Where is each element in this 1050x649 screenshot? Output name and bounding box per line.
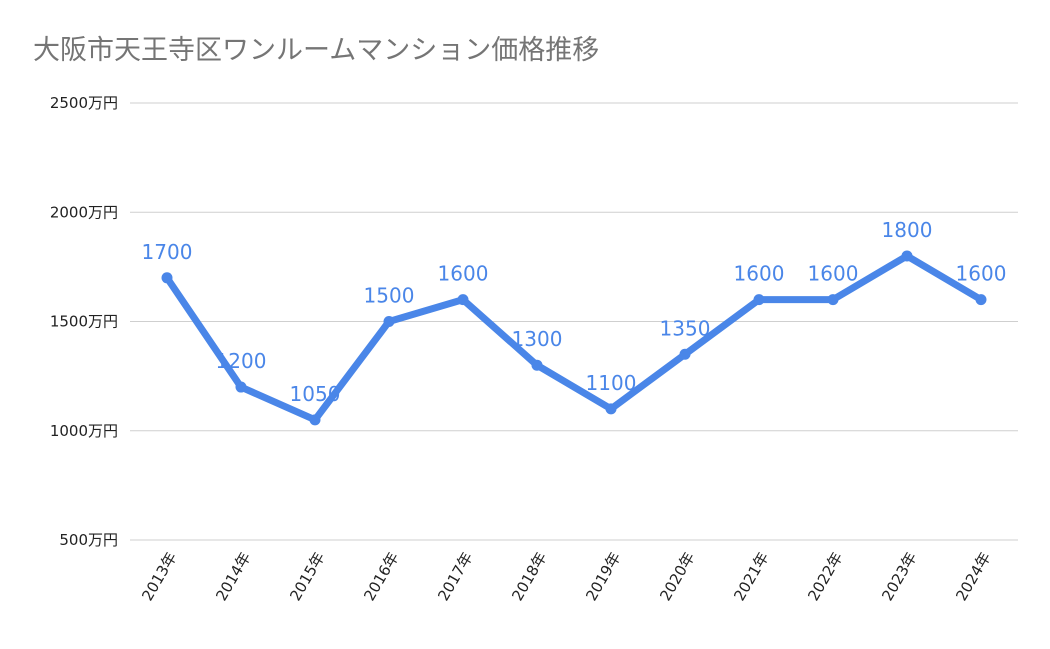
data-point xyxy=(901,250,913,262)
y-tick-label: 2000万円 xyxy=(50,203,118,221)
data-point xyxy=(753,294,765,306)
data-label: 1300 xyxy=(512,327,563,351)
x-tick-label: 2014年 xyxy=(212,549,254,604)
data-labels: 1700 1200 1050 1500 1600 1300 1100 1350 1600 1600… xyxy=(142,218,1007,406)
data-label: 1600 xyxy=(734,262,785,286)
data-point xyxy=(309,414,321,426)
data-label: 1100 xyxy=(586,371,637,395)
y-tick-label: 1500万円 xyxy=(50,313,118,331)
data-label: 1600 xyxy=(438,262,489,286)
x-tick-label: 2013年 xyxy=(138,549,180,604)
x-tick-label: 2020年 xyxy=(656,549,698,604)
data-point xyxy=(827,294,839,306)
data-point xyxy=(383,316,395,327)
data-label: 1800 xyxy=(882,218,933,242)
x-axis-ticks: 2013年 2014年 2015年 2016年 2017年 2018年 2019年 2020年… xyxy=(138,549,994,604)
x-tick-label: 2023年 xyxy=(878,549,920,604)
data-point xyxy=(531,359,543,371)
gridlines xyxy=(130,102,1018,541)
data-label: 1200 xyxy=(216,349,267,373)
x-tick-label: 2015年 xyxy=(286,549,328,604)
x-tick-label: 2021年 xyxy=(730,549,772,604)
data-label: 1600 xyxy=(956,262,1007,286)
series-line xyxy=(163,252,985,424)
y-tick-label: 1000万円 xyxy=(50,422,118,440)
x-tick-label: 2016年 xyxy=(360,549,402,604)
data-label: 1350 xyxy=(660,316,711,340)
data-point xyxy=(605,403,617,415)
data-label: 1500 xyxy=(364,284,415,308)
x-tick-label: 2017年 xyxy=(434,549,476,604)
data-point xyxy=(161,272,173,284)
chart-title: 大阪市天王寺区ワンルームマンション価格推移 xyxy=(33,35,600,66)
data-point xyxy=(975,294,987,306)
data-point xyxy=(235,381,247,393)
data-label: 1050 xyxy=(290,382,341,406)
data-point xyxy=(457,294,469,306)
x-tick-label: 2018年 xyxy=(508,549,550,604)
y-tick-label: 500万円 xyxy=(59,531,118,549)
x-tick-label: 2019年 xyxy=(582,549,624,604)
data-label: 1600 xyxy=(808,262,859,286)
y-tick-label: 2500万円 xyxy=(50,94,118,112)
x-tick-label: 2022年 xyxy=(804,549,846,604)
x-tick-label: 2024年 xyxy=(952,549,994,604)
y-axis-ticks: 500万円 1000万円 1500万円 2000万円 2500万円 xyxy=(50,94,118,549)
data-point xyxy=(679,348,691,360)
data-label: 1700 xyxy=(142,240,193,264)
series-layer xyxy=(161,250,987,426)
